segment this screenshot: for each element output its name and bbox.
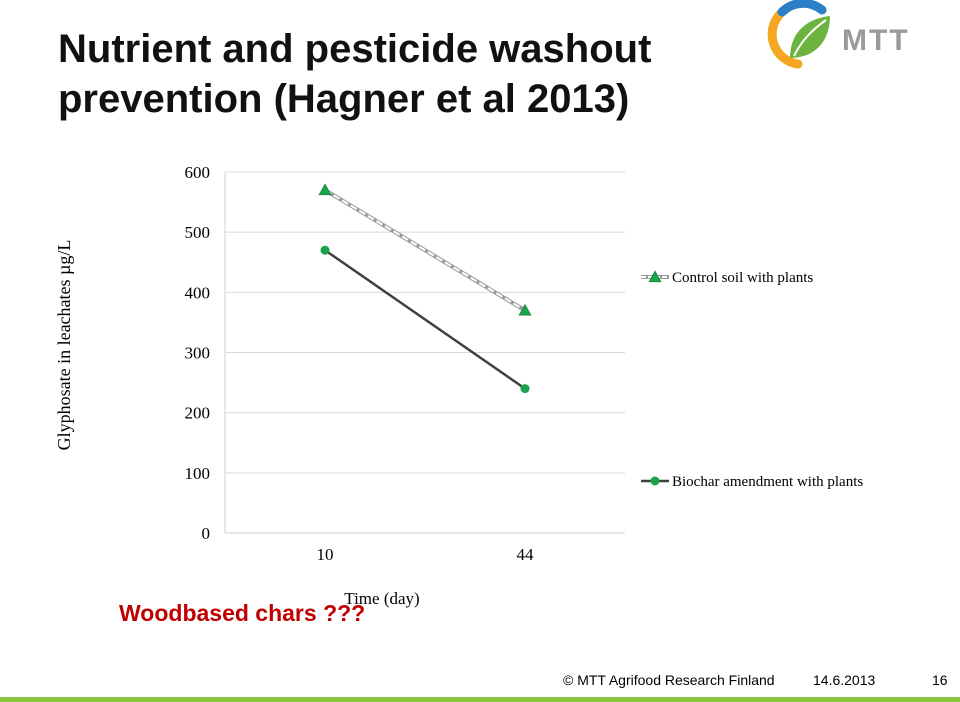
- footer-date: 14.6.2013: [813, 672, 876, 688]
- y-tick-label: 200: [185, 404, 211, 423]
- legend-item: Biochar amendment with plants: [641, 474, 863, 490]
- y-tick-label: 100: [185, 464, 211, 483]
- x-tick-label: 10: [317, 545, 334, 564]
- series-biochar: [320, 245, 530, 394]
- data-point: [320, 245, 330, 255]
- footer-page-number: 16: [932, 672, 948, 688]
- data-point: [318, 183, 332, 196]
- y-axis-label: Glyphosate in leachates µg/L: [54, 240, 74, 451]
- y-tick-labels: 0 100 200 300 400 500 600: [185, 163, 211, 543]
- data-point: [518, 303, 532, 316]
- title-line-1: Nutrient and pesticide washout: [58, 27, 652, 71]
- logo-text: MTT: [842, 24, 910, 57]
- legend-item: Control soil with plants: [641, 270, 813, 286]
- y-tick-label: 0: [202, 524, 211, 543]
- mtt-logo: MTT: [767, 0, 910, 69]
- legend-marker: [650, 476, 660, 486]
- series-line: [324, 189, 526, 312]
- series-control: [318, 183, 532, 316]
- data-point: [520, 384, 530, 394]
- series-line: [324, 249, 526, 390]
- y-tick-label: 400: [185, 283, 211, 302]
- footer-copyright: © MTT Agrifood Research Finland: [563, 672, 775, 688]
- chart-gridlines: [225, 171, 625, 474]
- y-tick-label: 300: [185, 344, 211, 363]
- legend-label: Control soil with plants: [672, 270, 813, 286]
- x-axis-label: Time (day): [344, 589, 419, 608]
- title-line-2: prevention (Hagner et al 2013): [58, 77, 630, 121]
- woodbased-chars-note: Woodbased chars ???: [119, 600, 366, 626]
- chart-axes: [224, 172, 625, 534]
- chart-legend: Control soil with plants Biochar amendmen…: [641, 270, 863, 490]
- slide-title: Nutrient and pesticide washout preventio…: [58, 24, 738, 124]
- chart-series: [318, 183, 532, 394]
- x-tick-label: 44: [517, 545, 535, 564]
- footer-bar: [0, 697, 960, 702]
- y-tick-label: 600: [185, 163, 211, 182]
- y-tick-label: 500: [185, 223, 211, 242]
- legend-marker: [648, 270, 662, 283]
- x-tick-labels: 10 44: [317, 545, 535, 564]
- logo-emblem-icon: [767, 0, 830, 69]
- legend-label: Biochar amendment with plants: [672, 474, 863, 490]
